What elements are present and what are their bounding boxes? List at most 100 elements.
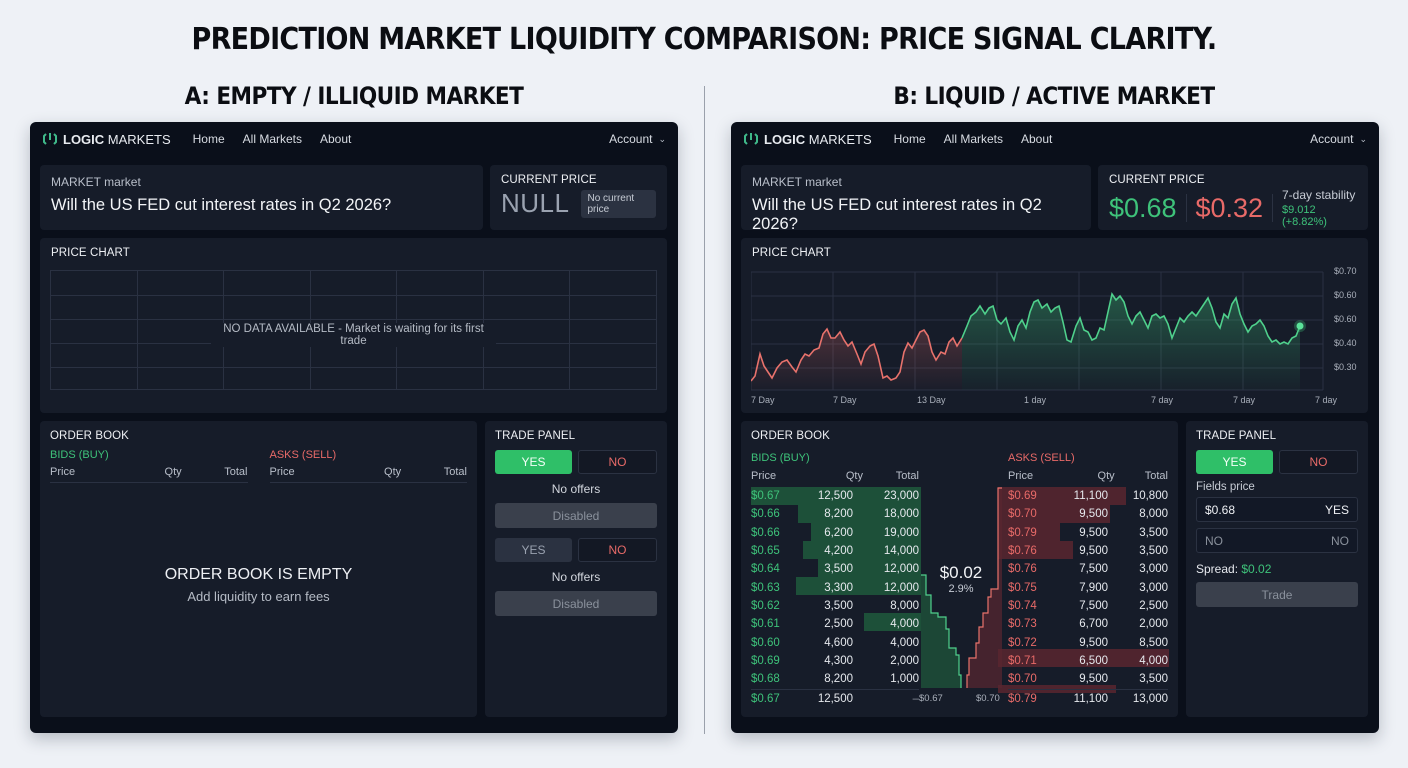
- current-price-title: CURRENT PRICE: [501, 174, 597, 186]
- y-tick: $0.70: [1334, 266, 1357, 276]
- nav-home[interactable]: Home: [893, 132, 926, 146]
- ask-row[interactable]: $0.75 7,900 3,000: [1008, 581, 1168, 594]
- bid-row[interactable]: $0.64 3,500 12,000: [751, 563, 919, 576]
- no-button[interactable]: NO: [578, 450, 657, 474]
- no-button[interactable]: NO: [1279, 450, 1358, 474]
- no-data-message: NO DATA AVAILABLE - Market is waiting fo…: [211, 323, 496, 347]
- bids-column-header: Price Qty Total: [751, 470, 919, 482]
- bid-row[interactable]: $0.63 3,300 12,000: [751, 581, 919, 594]
- order-book-card: ORDER BOOK BIDS (BUY) Price Qty Total ASKS…: [40, 421, 477, 717]
- empty-order-book-title: ORDER BOOK IS EMPTY: [164, 566, 353, 583]
- asks-column-header: Price Qty Total: [269, 466, 467, 483]
- x-tick: 7 Day: [833, 395, 857, 405]
- price-chart-card: PRICE CHART 7 Day 7 Day 13 Day 1 day 7 d…: [741, 238, 1368, 413]
- bid-row[interactable]: $0.60 4,600 4,000: [751, 636, 919, 649]
- stability-value: $9.012 (+8.82%): [1282, 204, 1327, 228]
- app-window-illiquid: LOGIC MARKETS Home All Markets About Acc…: [30, 122, 678, 733]
- account-menu[interactable]: Account ⌄: [609, 132, 666, 146]
- bids-column-header: Price Qty Total: [50, 466, 248, 483]
- account-menu[interactable]: Account ⌄: [1310, 132, 1367, 146]
- bid-row[interactable]: $0.65 4,200 14,000: [751, 545, 919, 558]
- empty-chart-grid: NO DATA AVAILABLE - Market is waiting fo…: [50, 270, 657, 390]
- current-price-value: NULL: [501, 188, 570, 218]
- y-tick: $0.60: [1334, 290, 1357, 300]
- market-type-label: MARKET market: [752, 175, 842, 189]
- asks-label: ASKS (SELL): [269, 449, 337, 461]
- ask-row[interactable]: $0.76 7,500 3,000: [1008, 563, 1168, 576]
- brand-name: LOGIC MARKETS: [63, 131, 171, 147]
- price-line-chart[interactable]: [751, 268, 1331, 392]
- y-tick: $0.30: [1334, 362, 1357, 372]
- ask-row[interactable]: $0.72 9,500 8,500: [1008, 636, 1168, 649]
- top-nav: LOGIC MARKETS Home All Markets About Acc…: [731, 122, 1379, 156]
- nav-about[interactable]: About: [1021, 132, 1053, 146]
- app-window-liquid: LOGIC MARKETS Home All Markets About Acc…: [731, 122, 1379, 733]
- bid-row[interactable]: $0.68 8,200 1,000: [751, 673, 919, 686]
- bid-row[interactable]: $0.66 6,200 19,000: [751, 526, 919, 539]
- account-label: Account: [1310, 132, 1354, 146]
- nav-home[interactable]: Home: [192, 132, 225, 146]
- trade-button[interactable]: Trade: [1196, 582, 1358, 607]
- current-price-card: CURRENT PRICE NULL No current price: [490, 165, 667, 230]
- nav-about[interactable]: About: [320, 132, 352, 146]
- no-input-suffix: NO: [1331, 533, 1349, 548]
- ask-row[interactable]: $0.79 9,500 3,500: [1008, 526, 1168, 539]
- ask-row[interactable]: $0.74 7,500 2,500: [1008, 599, 1168, 612]
- disabled-button-secondary[interactable]: Disabled: [495, 591, 657, 616]
- no-input[interactable]: NO NO: [1196, 528, 1358, 553]
- x-tick: 7 day: [1315, 395, 1338, 405]
- price-chart-title: PRICE CHART: [752, 247, 831, 259]
- bids-label: BIDS (BUY): [50, 449, 109, 461]
- market-info-card: MARKET market Will the US FED cut intere…: [40, 165, 483, 230]
- y-tick: $0.40: [1334, 338, 1357, 348]
- ask-row[interactable]: $0.70 9,500 3,500: [1008, 673, 1168, 686]
- bids-label: BIDS (BUY): [751, 452, 810, 464]
- logo[interactable]: LOGIC MARKETS: [42, 131, 171, 147]
- no-offers-text-secondary: No offers: [551, 570, 601, 584]
- account-label: Account: [609, 132, 653, 146]
- ask-row[interactable]: $0.71 6,500 4,000: [1008, 654, 1168, 667]
- price-chart-title: PRICE CHART: [51, 247, 130, 259]
- asks-footer-row: $0.79 11,100 13,000: [1008, 689, 1168, 707]
- price-chart-card: PRICE CHART NO DATA AVAILABLE - Market i…: [40, 238, 667, 413]
- no-button-secondary[interactable]: NO: [578, 538, 657, 562]
- page-title: PREDICTION MARKET LIQUIDITY COMPARISON: …: [191, 22, 1218, 57]
- ask-row[interactable]: $0.69 11,100 10,800: [1008, 490, 1168, 503]
- logo-icon: [43, 133, 57, 145]
- yes-button[interactable]: YES: [1196, 450, 1273, 474]
- panel-a-heading: A: EMPTY / ILLIQUID MARKET: [184, 82, 524, 110]
- bid-row[interactable]: $0.67 12,500 23,000: [751, 490, 919, 503]
- chevron-down-icon: ⌄: [658, 133, 666, 144]
- no-price-badge: No current price: [581, 189, 656, 218]
- bid-row[interactable]: $0.62 3,500 8,000: [751, 599, 919, 612]
- logo-icon: [744, 133, 758, 145]
- nav-all-markets[interactable]: All Markets: [943, 132, 1003, 146]
- stability-label: 7-day stability: [1282, 188, 1356, 202]
- y-tick: $0.60: [1334, 314, 1357, 324]
- price-input[interactable]: $0.68 YES: [1196, 497, 1358, 522]
- no-input-placeholder: NO: [1205, 533, 1223, 548]
- bid-row[interactable]: $0.66 8,200 18,000: [751, 508, 919, 521]
- market-question: Will the US FED cut interest rates in Q2…: [752, 196, 1042, 233]
- no-price: $0.32: [1195, 192, 1264, 223]
- order-book-card: ORDER BOOK BIDS (BUY) ASKS (SELL) Price Q…: [741, 421, 1178, 717]
- ask-row[interactable]: $0.76 9,500 3,500: [1008, 545, 1168, 558]
- empty-order-book-subtitle: Add liquidity to earn fees: [187, 589, 330, 604]
- logo[interactable]: LOGIC MARKETS: [743, 131, 872, 147]
- panel-divider: [704, 86, 705, 734]
- panel-b-heading: B: LIQUID / ACTIVE MARKET: [893, 82, 1215, 110]
- spread-value: $0.02: [939, 563, 983, 582]
- yes-button[interactable]: YES: [495, 450, 572, 474]
- depth-bid-label: $0.67: [919, 693, 943, 704]
- nav-all-markets[interactable]: All Markets: [242, 132, 302, 146]
- bid-row[interactable]: $0.69 4,300 2,000: [751, 654, 919, 667]
- bid-row[interactable]: $0.61 2,500 4,000: [751, 618, 919, 631]
- x-tick: 1 day: [1024, 395, 1047, 405]
- disabled-button[interactable]: Disabled: [495, 503, 657, 528]
- ask-row[interactable]: $0.73 6,700 2,000: [1008, 618, 1168, 631]
- ask-row[interactable]: $0.70 9,500 8,000: [1008, 508, 1168, 521]
- x-tick: 13 Day: [917, 395, 946, 405]
- yes-button-secondary[interactable]: YES: [495, 538, 572, 562]
- order-book-title: ORDER BOOK: [50, 430, 129, 442]
- no-offers-text: No offers: [551, 482, 601, 496]
